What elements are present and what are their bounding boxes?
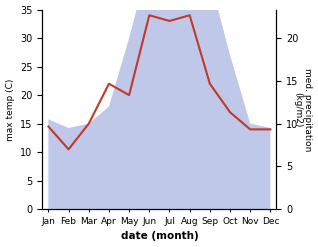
X-axis label: date (month): date (month) bbox=[121, 231, 198, 242]
Y-axis label: max temp (C): max temp (C) bbox=[5, 78, 15, 141]
Y-axis label: med. precipitation
(kg/m2): med. precipitation (kg/m2) bbox=[293, 68, 313, 151]
